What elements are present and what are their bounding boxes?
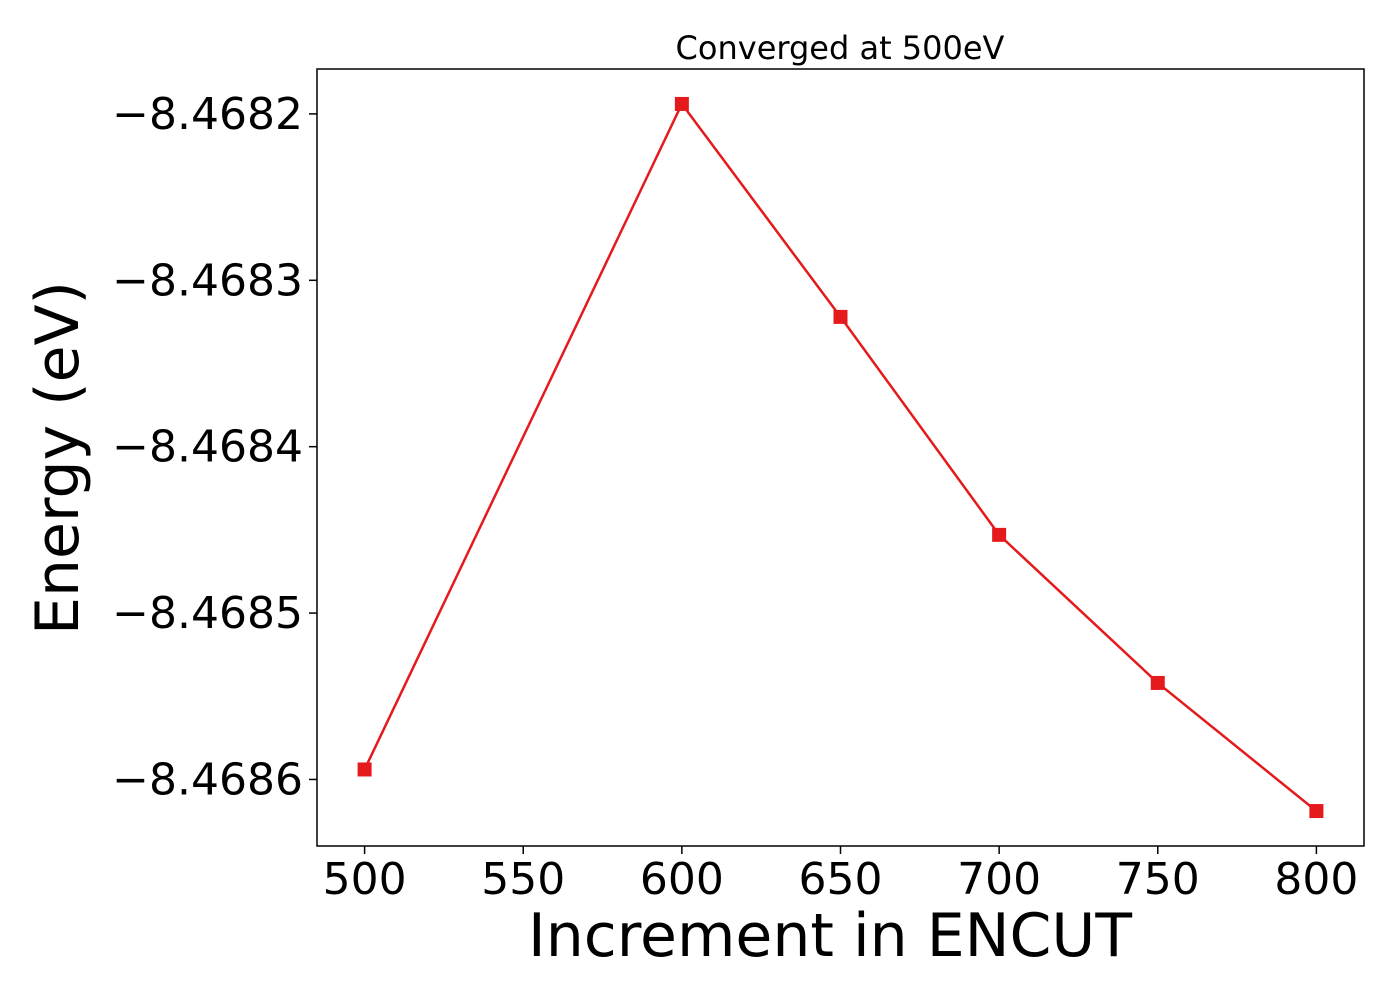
series-layer — [357, 96, 1324, 819]
data-point-marker — [357, 762, 372, 777]
y-tick-label: −8.4682 — [112, 89, 303, 140]
data-point-marker — [992, 527, 1007, 542]
y-tick-label: −8.4685 — [112, 588, 303, 639]
x-axis-label: Increment in ENCUT — [528, 901, 1132, 971]
y-tick-label: −8.4684 — [112, 422, 303, 473]
x-tick-label: 800 — [1274, 854, 1358, 905]
y-axis-label: Energy (eV) — [23, 281, 93, 635]
x-tick-label: 700 — [957, 854, 1041, 905]
y-tick-label: −8.4683 — [112, 255, 303, 306]
y-tick-label: −8.4686 — [112, 754, 303, 805]
x-axis: 500 550 600 650 700 750 800 — [323, 846, 1358, 905]
data-point-marker — [833, 309, 848, 324]
x-tick-label: 500 — [323, 854, 407, 905]
y-axis: −8.4682 −8.4683 −8.4684 −8.4685 −8.4686 — [112, 89, 317, 805]
data-point-marker — [1309, 804, 1324, 819]
x-tick-label: 600 — [640, 854, 724, 905]
series-line — [363, 101, 1318, 813]
data-point-marker — [674, 96, 689, 111]
x-tick-label: 750 — [1116, 854, 1200, 905]
chart-title: Converged at 500eV — [676, 29, 1005, 67]
x-tick-label: 550 — [481, 854, 565, 905]
x-tick-label: 650 — [799, 854, 883, 905]
data-point-marker — [1150, 675, 1165, 690]
plot-area-frame — [316, 68, 1365, 847]
